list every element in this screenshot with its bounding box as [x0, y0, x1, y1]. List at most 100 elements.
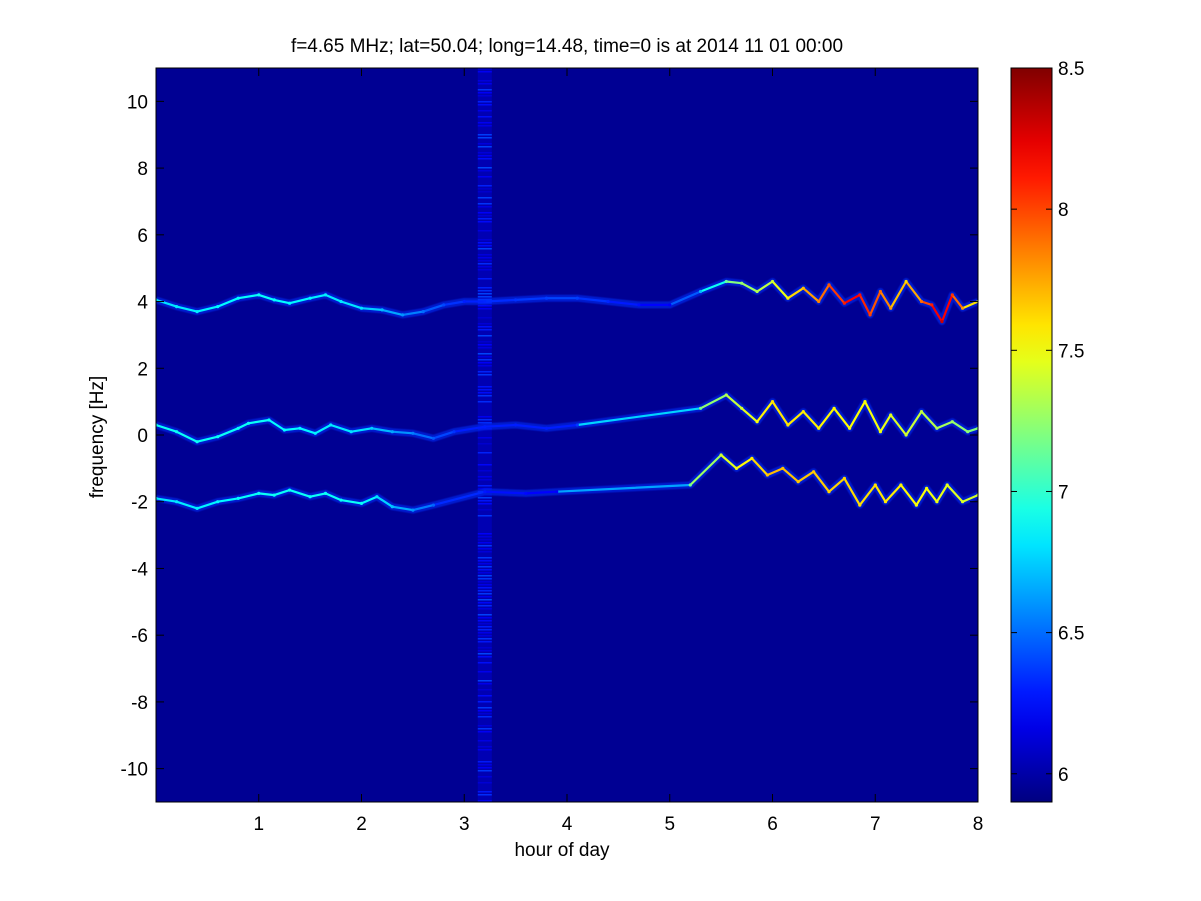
- trace-point: [904, 279, 908, 284]
- trace-point: [724, 393, 728, 397]
- noise-column-line: [477, 581, 492, 583]
- noise-column-line: [477, 152, 492, 154]
- noise-column-line: [477, 593, 492, 595]
- noise-column-line: [477, 485, 492, 487]
- x-tick-label: 3: [459, 814, 470, 835]
- noise-column-line: [477, 623, 492, 625]
- noise-column-line: [477, 230, 492, 232]
- trace-segment: [606, 300, 641, 306]
- noise-column-line: [477, 215, 492, 217]
- trace-point: [812, 470, 816, 474]
- noise-column-line: [477, 419, 492, 421]
- noise-column-line: [477, 653, 492, 655]
- noise-column-line: [477, 290, 492, 292]
- noise-column-line: [477, 728, 492, 730]
- trace-segment: [350, 427, 373, 433]
- noise-column-line: [477, 605, 492, 607]
- trace-segment: [771, 280, 790, 300]
- trace-segment: [961, 494, 978, 503]
- noise-column-line: [477, 176, 492, 178]
- trace-segment: [689, 453, 723, 487]
- trace-point: [308, 495, 312, 499]
- trace-point: [370, 426, 374, 430]
- noise-column-line: [477, 212, 492, 214]
- trace-segment: [156, 423, 178, 433]
- trace-point: [575, 423, 579, 427]
- colorbar-gradient: [1010, 67, 1053, 803]
- noise-column-line: [477, 731, 492, 733]
- trace-segment: [298, 427, 317, 435]
- trace-segment: [946, 483, 964, 503]
- trace-segment: [858, 293, 872, 316]
- trace-point: [323, 491, 328, 495]
- trace-point: [961, 306, 965, 310]
- noise-column-line: [477, 701, 492, 703]
- trace-point: [740, 281, 744, 285]
- trace-point: [858, 503, 862, 507]
- noise-column-line: [477, 401, 492, 403]
- trace-point: [904, 433, 908, 437]
- noise-column-line: [477, 794, 492, 796]
- colorbar-tick-label: 8: [1058, 200, 1069, 221]
- trace-point: [544, 426, 549, 430]
- trace-segment: [216, 427, 240, 438]
- trace-point: [195, 310, 199, 314]
- trace-segment: [930, 303, 944, 323]
- noise-column-line: [477, 662, 492, 664]
- trace-point: [770, 279, 775, 284]
- noise-column-line: [477, 92, 492, 94]
- trace-segment: [216, 297, 240, 308]
- trace-segment: [879, 413, 892, 433]
- trace-segment: [915, 487, 928, 507]
- trace-point: [524, 491, 528, 495]
- trace-point: [817, 426, 821, 430]
- trace-point: [257, 491, 261, 495]
- trace-segment: [237, 492, 260, 500]
- noise-column-line: [477, 620, 492, 622]
- trace-segment: [411, 504, 435, 512]
- colorbar-tick-label: 7: [1058, 482, 1069, 503]
- trace-point: [868, 313, 872, 317]
- trace-segment: [391, 430, 414, 435]
- trace-point: [380, 308, 384, 312]
- noise-column-line: [477, 257, 492, 259]
- trace-point: [323, 293, 328, 297]
- trace-point: [452, 430, 456, 434]
- noise-column-line: [477, 608, 492, 610]
- trace-segment: [267, 418, 286, 432]
- noise-column-line: [477, 770, 492, 772]
- trace-point: [919, 410, 924, 414]
- trace-segment: [314, 423, 332, 435]
- trace-point: [329, 423, 333, 427]
- noise-column-line: [477, 716, 492, 718]
- noise-column-line: [477, 572, 492, 574]
- noise-column-line: [477, 137, 492, 139]
- noise-column-line: [477, 95, 492, 97]
- noise-column-line: [477, 509, 492, 511]
- noise-column-line: [477, 83, 492, 85]
- trace-segment: [216, 497, 240, 503]
- trace-segment: [524, 490, 558, 495]
- noise-column-line: [477, 680, 492, 682]
- noise-column-line: [477, 500, 492, 502]
- y-tick-label: 2: [137, 359, 148, 380]
- trace-point: [899, 483, 903, 487]
- trace-point: [298, 426, 302, 430]
- trace-point: [514, 298, 518, 302]
- trace-point: [359, 501, 364, 505]
- noise-column-line: [477, 602, 492, 604]
- noise-column-line: [477, 539, 492, 541]
- trace-point: [940, 320, 944, 324]
- noise-column-line: [477, 71, 492, 73]
- x-tick-label: 5: [664, 814, 675, 835]
- trace-point: [483, 490, 487, 494]
- trace-segment: [381, 308, 404, 316]
- trace-point: [442, 303, 446, 307]
- trace-point: [786, 423, 790, 427]
- noise-column-line: [477, 344, 492, 346]
- noise-column-line: [477, 695, 492, 697]
- noise-column-line: [477, 329, 492, 331]
- trace-segment: [576, 297, 610, 303]
- noise-column-line: [477, 599, 492, 601]
- trace-segment: [771, 400, 790, 427]
